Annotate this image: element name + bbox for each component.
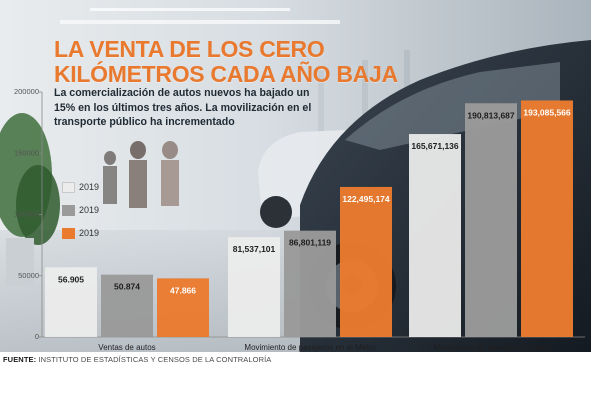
bar <box>465 103 517 337</box>
bar <box>45 267 97 337</box>
y-tick-label: 50000 <box>18 271 39 280</box>
legend-label: 2019 <box>79 228 100 238</box>
y-tick-label: 0 <box>35 332 39 341</box>
bar <box>101 274 153 337</box>
category-label: Movimiento de pasajeros en el Metro <box>244 343 376 352</box>
chart-subtitle: La comercialización de autos nuevos ha b… <box>54 87 312 128</box>
bar-value-label: 50.874 <box>114 282 140 292</box>
bar <box>284 230 336 337</box>
bar <box>340 186 392 337</box>
bar <box>409 134 461 337</box>
bar <box>521 100 573 337</box>
legend-swatch <box>62 204 75 216</box>
legend-swatch <box>62 227 75 239</box>
legend-item: 2019 <box>62 203 99 217</box>
legend-label: 2019 <box>79 182 100 192</box>
bar-value-label: 190,813,687 <box>467 110 515 120</box>
bar-value-label: 122,495,174 <box>342 194 390 204</box>
legend-item: 2019 <box>62 180 99 194</box>
legend-item: 2019 <box>62 226 99 240</box>
legend-swatch <box>62 181 75 193</box>
bar <box>228 237 280 337</box>
chart-legend: 2019 2019 2019 <box>62 180 99 249</box>
bar-value-label: 193,085,566 <box>523 107 571 117</box>
bar-value-label: 86,801,119 <box>289 238 331 248</box>
source-note: FUENTE: INSTITUTO DE ESTADÍSTICAS Y CENS… <box>3 355 271 364</box>
bar <box>157 278 209 337</box>
y-tick-label: 100000 <box>14 210 39 219</box>
source-label: FUENTE: <box>3 355 37 364</box>
legend-label: 2019 <box>79 205 100 215</box>
category-label: Movimiento de pasajeros en bus <box>433 343 548 352</box>
source-text: INSTITUTO DE ESTADÍSTICAS Y CENSOS DE LA… <box>36 355 272 364</box>
bar-value-label: 165,671,136 <box>411 141 459 151</box>
category-label: Ventas de autos <box>98 343 155 352</box>
chart-title-line-1: LA VENTA DE LOS CERO <box>54 36 325 62</box>
chart-title-line-2: KILÓMETROS CADA AÑO BAJA <box>54 61 398 87</box>
y-tick-label: 200000 <box>14 87 39 96</box>
bar-value-label: 81,537,101 <box>233 244 276 254</box>
y-tick-label: 150000 <box>14 148 39 157</box>
bar-value-label: 47.866 <box>170 285 196 295</box>
bar-value-label: 56.905 <box>58 274 84 284</box>
